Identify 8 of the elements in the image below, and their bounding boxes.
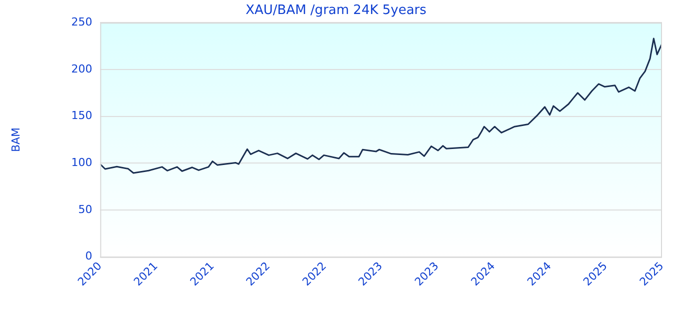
chart-title: XAU/BAM /gram 24K 5years <box>246 3 427 18</box>
y-tick-label: 0 <box>85 250 92 263</box>
y-tick-label: 100 <box>71 156 92 170</box>
y-tick-label: 200 <box>71 62 92 76</box>
y-tick-label: 250 <box>71 15 92 28</box>
y-tick-label: 150 <box>71 109 92 122</box>
y-tick-label: 50 <box>78 202 92 216</box>
y-axis-title: BAM <box>9 127 22 152</box>
